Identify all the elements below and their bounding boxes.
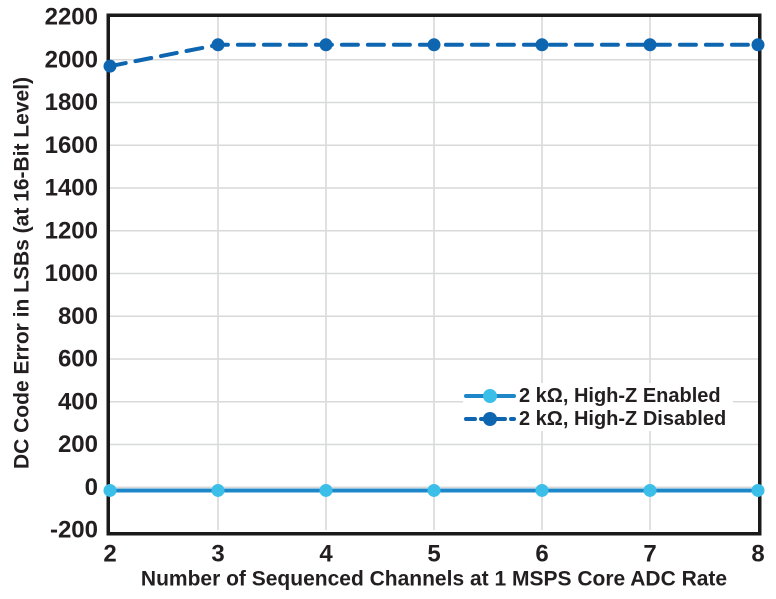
x-tick-label: 7 bbox=[643, 541, 656, 568]
data-point-marker bbox=[751, 483, 765, 497]
x-tick-label: 3 bbox=[211, 541, 224, 568]
y-tick-label: 400 bbox=[58, 388, 98, 415]
data-point-marker bbox=[535, 483, 549, 497]
series-layer bbox=[103, 38, 765, 497]
y-axis-title: DC Code Error in LSBs (at 16-Bit Level) bbox=[11, 77, 34, 469]
y-tick-label: 1000 bbox=[45, 260, 98, 287]
plot-border bbox=[106, 13, 762, 536]
data-point-marker bbox=[103, 483, 117, 497]
data-point-marker bbox=[211, 38, 225, 52]
y-axis-tick-labels: 2200200018001600140012001000800600400200… bbox=[45, 4, 98, 544]
series-enabled bbox=[103, 483, 765, 497]
legend-item: 2 kΩ, High-Z Disabled bbox=[464, 408, 726, 430]
legend-label: 2 kΩ, High-Z Disabled bbox=[519, 408, 726, 430]
y-tick-label: 0 bbox=[85, 474, 98, 501]
y-tick-label: 1200 bbox=[45, 217, 98, 244]
legend-label: 2 kΩ, High-Z Enabled bbox=[519, 385, 721, 407]
x-tick-label: 5 bbox=[427, 541, 440, 568]
series-disabled bbox=[103, 38, 765, 73]
data-point-marker bbox=[319, 38, 333, 52]
y-tick-label: 200 bbox=[58, 431, 98, 458]
y-tick-label: 2000 bbox=[45, 46, 98, 73]
legend-background bbox=[463, 383, 733, 431]
data-point-marker bbox=[427, 483, 441, 497]
data-point-marker bbox=[643, 483, 657, 497]
x-tick-label: 6 bbox=[535, 541, 548, 568]
y-tick-label: 1600 bbox=[45, 132, 98, 159]
x-tick-label: 8 bbox=[751, 541, 764, 568]
data-point-marker bbox=[643, 38, 657, 52]
y-tick-label: 600 bbox=[58, 346, 98, 373]
data-point-marker bbox=[103, 59, 117, 73]
legend-item: 2 kΩ, High-Z Enabled bbox=[464, 385, 721, 407]
data-point-marker bbox=[427, 38, 441, 52]
data-point-marker bbox=[535, 38, 549, 52]
data-point-marker bbox=[211, 483, 225, 497]
x-tick-label: 4 bbox=[319, 541, 333, 568]
y-tick-label: 1400 bbox=[45, 175, 98, 202]
data-point-marker bbox=[319, 483, 333, 497]
x-axis-tick-labels: 2 3 4 5 6 7 8 bbox=[103, 541, 764, 568]
y-tick-label: -200 bbox=[50, 517, 98, 544]
y-tick-label: 2200 bbox=[45, 4, 98, 31]
data-point-marker bbox=[751, 38, 765, 52]
y-tick-label: 1800 bbox=[45, 89, 98, 116]
legend-marker bbox=[483, 412, 497, 426]
x-tick-label: 2 bbox=[103, 541, 116, 568]
y-tick-label: 800 bbox=[58, 303, 98, 330]
legend-marker bbox=[483, 389, 497, 403]
x-axis-title: Number of Sequenced Channels at 1 MSPS C… bbox=[141, 568, 727, 591]
gridlines bbox=[110, 17, 758, 530]
